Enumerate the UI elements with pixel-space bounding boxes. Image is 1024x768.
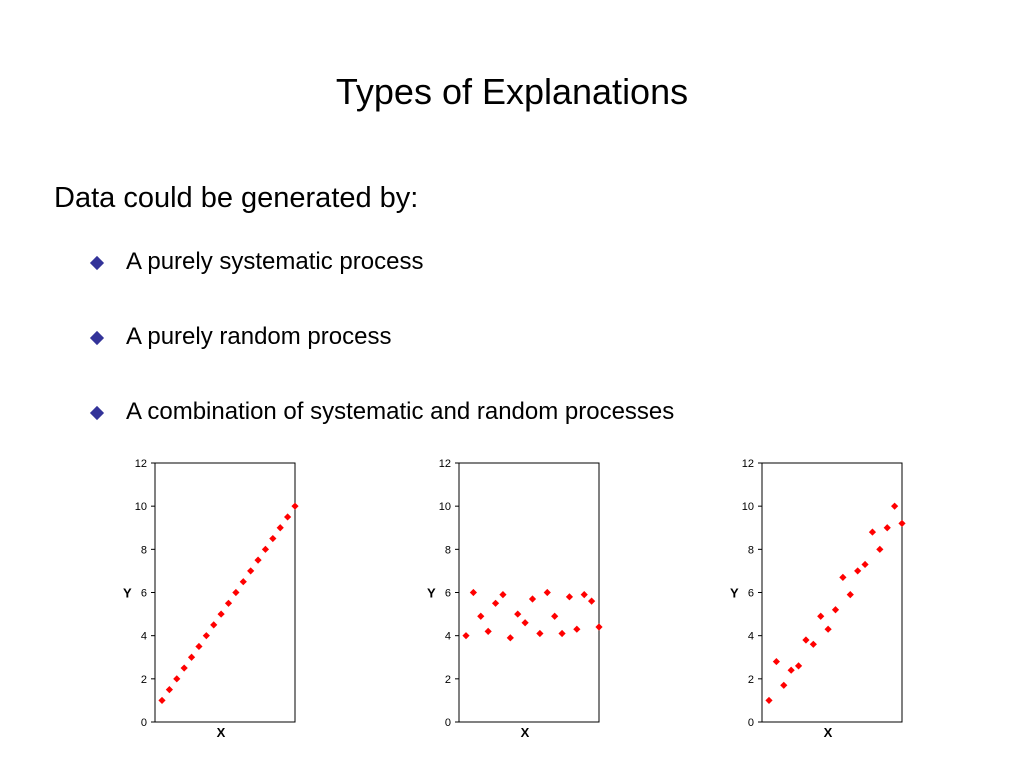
data-point — [868, 528, 877, 536]
data-point — [165, 686, 173, 694]
data-point — [469, 588, 477, 597]
data-point — [565, 593, 574, 601]
y-tick-label: 8 — [445, 544, 451, 556]
diamond-bullet-icon — [89, 255, 105, 271]
data-point — [202, 632, 210, 640]
data-point — [276, 524, 284, 532]
y-axis-label: Y — [123, 586, 132, 601]
y-tick-label: 0 — [748, 717, 754, 729]
data-point — [543, 588, 551, 597]
data-point — [521, 619, 529, 627]
data-point — [261, 545, 270, 553]
data-point — [195, 642, 203, 651]
y-tick-label: 10 — [742, 501, 754, 513]
data-point — [484, 627, 492, 635]
data-point — [514, 610, 522, 618]
data-point — [772, 657, 780, 666]
data-point — [217, 610, 225, 618]
y-tick-label: 6 — [445, 588, 451, 600]
y-tick-label: 4 — [445, 631, 451, 643]
scatter-chart-combined: 0 2 4 6 8 10 12 Y X — [730, 458, 906, 740]
data-point — [809, 640, 817, 648]
data-point — [824, 625, 832, 633]
data-point — [536, 629, 544, 638]
data-point — [232, 588, 240, 597]
data-point — [158, 696, 166, 705]
y-tick-label: 8 — [748, 544, 754, 556]
x-axis-label: X — [824, 725, 833, 740]
scatter-chart-random: 0 2 4 6 8 10 12 Y X — [427, 458, 603, 740]
x-axis-label: X — [521, 725, 530, 740]
data-point — [817, 612, 825, 620]
diamond-bullet-icon — [89, 330, 105, 346]
data-point — [839, 573, 847, 581]
data-point — [765, 696, 773, 705]
data-point — [802, 636, 810, 644]
data-point — [210, 621, 218, 629]
y-axis-label: Y — [427, 586, 436, 601]
y-tick-label: 12 — [135, 458, 147, 470]
data-point — [528, 595, 537, 603]
data-point — [854, 567, 862, 575]
data-point — [291, 502, 299, 510]
data-point — [499, 591, 507, 599]
data-point — [588, 597, 596, 605]
y-tick-label: 0 — [141, 717, 147, 729]
data-point — [883, 524, 891, 532]
data-point — [558, 629, 566, 638]
y-tick-label: 12 — [439, 458, 451, 470]
data-point — [794, 662, 803, 670]
data-point — [891, 502, 899, 510]
y-tick-label: 10 — [439, 501, 451, 513]
diamond-bullet-icon — [89, 405, 105, 421]
data-point — [462, 632, 470, 640]
data-point — [187, 653, 196, 661]
bullet-text: A combination of systematic and random p… — [126, 398, 675, 425]
y-tick-label: 4 — [748, 631, 754, 643]
data-point — [780, 681, 788, 689]
y-tick-label: 8 — [141, 544, 147, 556]
data-point — [491, 599, 500, 607]
data-point — [247, 567, 255, 575]
y-tick-label: 6 — [748, 588, 754, 600]
y-tick-label: 6 — [141, 588, 147, 600]
scatter-chart-systematic: 0 2 4 6 8 10 12 Y X — [123, 458, 299, 740]
data-point — [876, 545, 884, 553]
data-point — [477, 612, 485, 620]
y-tick-label: 4 — [141, 631, 147, 643]
data-point — [898, 519, 906, 528]
data-point — [846, 591, 854, 599]
data-point — [284, 513, 292, 521]
slide-title: Types of Explanations — [335, 71, 689, 112]
y-tick-label: 12 — [742, 458, 754, 470]
data-point — [595, 623, 603, 631]
data-point — [506, 634, 514, 642]
bullet-text: A purely systematic process — [126, 248, 424, 275]
data-point — [573, 625, 581, 633]
x-axis-label: X — [217, 725, 226, 740]
data-point — [269, 534, 277, 543]
data-point — [861, 560, 869, 569]
y-tick-label: 2 — [445, 674, 451, 686]
y-tick-label: 0 — [445, 717, 451, 729]
data-point — [239, 578, 247, 586]
data-point — [831, 606, 840, 614]
data-point — [551, 612, 559, 620]
y-tick-label: 10 — [135, 501, 147, 513]
data-point — [787, 666, 795, 674]
plot-frame — [154, 462, 296, 723]
data-point — [173, 675, 181, 683]
bullet-text: A purely random process — [126, 323, 392, 350]
data-point — [580, 591, 588, 599]
data-point — [254, 556, 262, 564]
lead-text: Data could be generated by: — [54, 182, 419, 214]
plot-frame — [458, 462, 600, 723]
y-tick-label: 2 — [141, 674, 147, 686]
y-tick-label: 2 — [748, 674, 754, 686]
y-axis-label: Y — [730, 586, 739, 601]
data-point — [180, 664, 188, 672]
data-point — [224, 599, 233, 607]
